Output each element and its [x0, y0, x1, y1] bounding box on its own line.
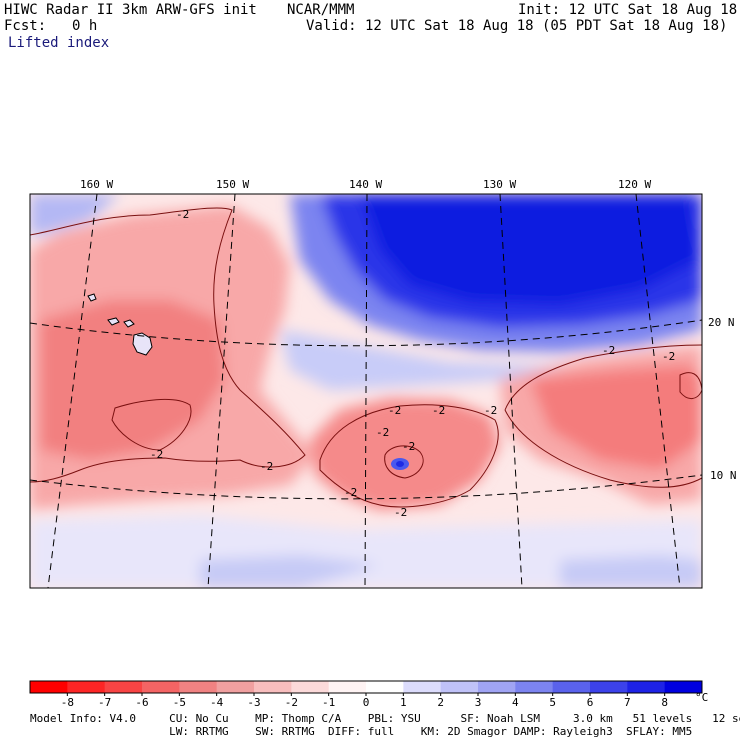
colorbar-swatch	[30, 681, 68, 693]
colorbar-tick-label: -7	[98, 696, 111, 709]
model-info-line2: LW: RRTMG SW: RRTMG DIFF: full KM: 2D Sm…	[30, 725, 693, 738]
meridian-130w	[499, 194, 523, 588]
lon-label: 130 W	[483, 178, 516, 191]
lon-label: 150 W	[216, 178, 249, 191]
colorbar-tick-label: 5	[549, 696, 556, 709]
colorbar-swatch	[627, 681, 666, 693]
colorbar-swatch	[664, 681, 703, 693]
colorbar-tick-label: -8	[61, 696, 74, 709]
colorbar-swatch	[179, 681, 218, 693]
colorbar-swatch	[254, 681, 292, 693]
colorbar-tick-label: -1	[322, 696, 335, 709]
colorbar-tick-label: -2	[285, 696, 298, 709]
contour-label: -2	[388, 404, 401, 417]
parallel-20n	[30, 319, 702, 347]
colorbar: -8 -7 -6 -5 -4 -3 -2 -1 0 1 2 3 4 5 6 7 8 °C	[29, 680, 708, 709]
contour-label: -2	[344, 486, 357, 499]
model-info-line1: Model Info: V4.0 CU: No Cu MP: Thomp C/A…	[30, 712, 740, 725]
contour-label: -2	[394, 506, 407, 519]
contour-label: -2	[376, 426, 389, 439]
contour-west-inner	[111, 399, 192, 451]
contour-cyclone	[319, 404, 499, 508]
colorbar-swatch	[478, 681, 516, 693]
parallel-10n	[30, 474, 702, 500]
contour-label: -2	[176, 208, 189, 221]
org-label: NCAR/MMM	[287, 2, 355, 18]
colorbar-swatch	[366, 681, 404, 693]
colorbar-tick-label: 4	[512, 696, 519, 709]
meridian-140w	[364, 194, 368, 588]
colorbar-tick-label: -3	[247, 696, 260, 709]
colorbar-tick-label: 7	[624, 696, 631, 709]
meridian-160w	[47, 194, 98, 588]
latitude-labels: 20 N 10 N	[708, 316, 737, 482]
colorbar-swatch	[552, 681, 591, 693]
contours-minus2	[30, 207, 702, 508]
contour-label: -2	[602, 344, 615, 357]
contour-east-bottom	[504, 409, 702, 488]
valid-time: Valid: 12 UTC Sat 18 Aug 18 (05 PDT Sat …	[306, 18, 728, 34]
contour-label: -2	[432, 404, 445, 417]
contour-cyclone-inner	[384, 445, 424, 479]
lat-label: 20 N	[708, 316, 735, 329]
colorbar-tick-label: 8	[661, 696, 668, 709]
init-time: Init: 12 UTC Sat 18 Aug 18	[518, 2, 738, 18]
meridian-150w	[207, 194, 236, 588]
contour-label: -2	[402, 440, 415, 453]
contour-label: -2	[484, 404, 497, 417]
colorbar-tick-label: -5	[173, 696, 186, 709]
longitude-labels: 160 W 150 W 140 W 130 W 120 W	[80, 178, 651, 191]
colorbar-tick-label: 0	[363, 696, 370, 709]
graticule	[30, 194, 702, 588]
lon-label: 160 W	[80, 178, 113, 191]
lon-label: 140 W	[349, 178, 382, 191]
lat-label: 10 N	[710, 469, 737, 482]
colorbar-swatch	[440, 681, 479, 693]
colorbar-tick-label: 6	[587, 696, 594, 709]
contour-labels: -2 -2 -2 -2 -2 -2 -2 -2 -2 -2 -2 -2	[150, 208, 675, 519]
map-field	[30, 194, 702, 588]
colorbar-swatch	[216, 681, 255, 693]
colorbar-swatch	[590, 681, 628, 693]
contour-west	[30, 207, 306, 483]
colorbar-unit: °C	[695, 691, 708, 704]
contour-label: -2	[662, 350, 675, 363]
colorbar-tick-label: -4	[210, 696, 224, 709]
colorbar-tick-label: 2	[437, 696, 444, 709]
colorbar-swatch	[142, 681, 180, 693]
meridian-120w	[635, 194, 681, 588]
colorbar-swatch	[403, 681, 442, 693]
contour-label: -2	[260, 460, 273, 473]
forecast-hour: 0 h	[72, 18, 98, 34]
big-island	[132, 332, 153, 356]
forecast-label: Fcst:	[4, 18, 47, 34]
colorbar-swatch	[104, 681, 143, 693]
colorbar-tick-label: 1	[400, 696, 407, 709]
model-title: HIWC Radar II 3km ARW-GFS init	[4, 2, 257, 18]
colorbar-swatch	[328, 681, 367, 693]
colorbar-swatch	[67, 681, 106, 693]
colorbar-swatch	[291, 681, 330, 693]
lon-label: 120 W	[618, 178, 651, 191]
hawaii-islands	[87, 293, 153, 356]
contour-label: -2	[150, 448, 163, 461]
field-name: Lifted index	[8, 35, 110, 51]
field-shading	[30, 194, 702, 588]
colorbar-tick-label: -6	[135, 696, 148, 709]
colorbar-tick-label: 3	[475, 696, 482, 709]
map-frame	[29, 193, 703, 589]
contour-east-top	[504, 344, 702, 411]
colorbar-swatch	[515, 681, 554, 693]
